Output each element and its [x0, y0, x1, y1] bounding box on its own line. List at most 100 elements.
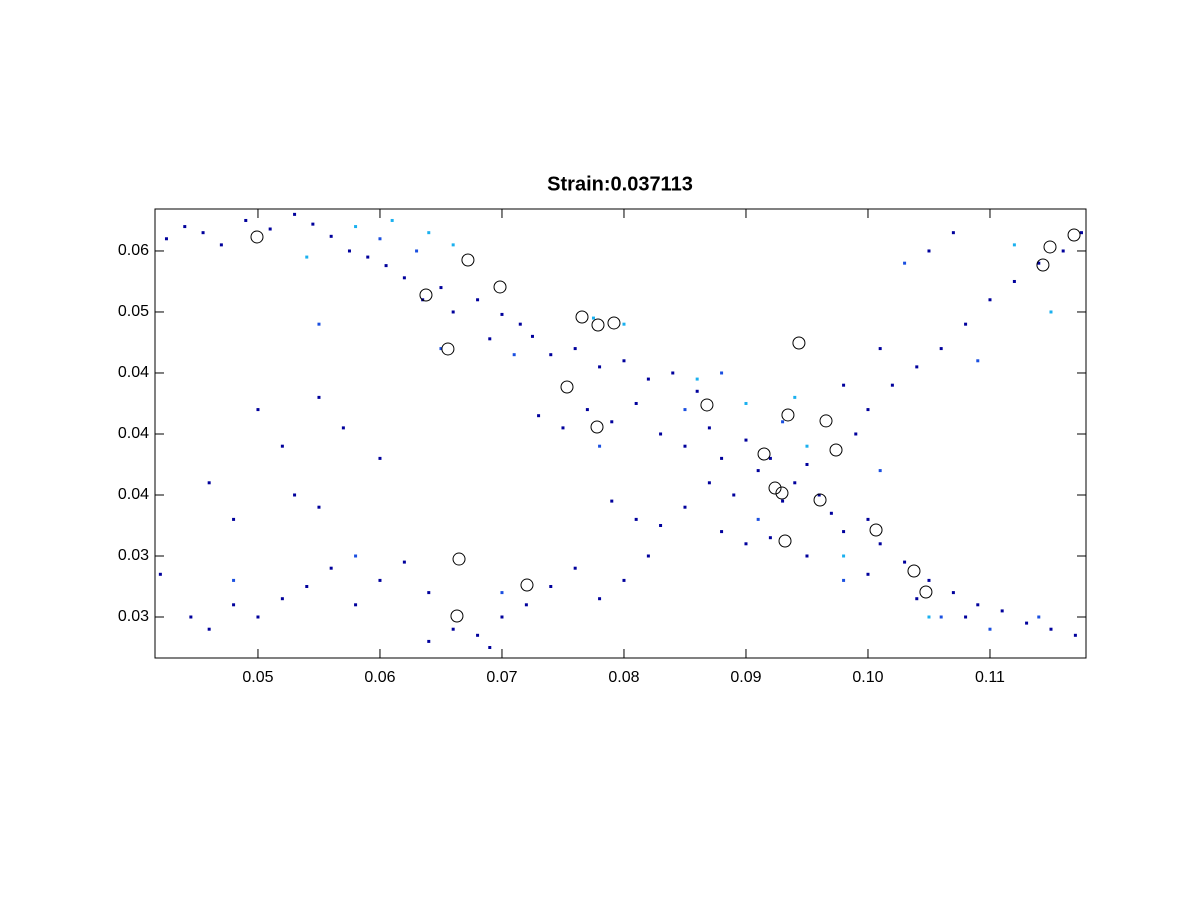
point — [976, 603, 980, 607]
marker-circle — [778, 534, 792, 548]
marker-circle — [819, 414, 833, 428]
y-tick-label: 0.06 — [118, 242, 149, 259]
point — [598, 597, 602, 601]
plot-area — [155, 209, 1086, 658]
point — [476, 298, 480, 302]
point — [164, 237, 168, 241]
y-tick-label: 0.04 — [118, 364, 149, 381]
point — [573, 566, 577, 570]
marker-circle — [590, 420, 604, 434]
point — [768, 536, 772, 540]
point — [964, 322, 968, 326]
point — [317, 322, 321, 326]
point — [1049, 627, 1053, 631]
point — [329, 566, 333, 570]
point — [817, 493, 821, 497]
point — [293, 212, 297, 216]
point — [598, 365, 602, 369]
point — [829, 511, 833, 515]
point — [354, 225, 358, 229]
point — [561, 426, 565, 430]
point — [378, 456, 382, 460]
point — [842, 554, 846, 558]
point — [451, 627, 455, 631]
y-tick-label: 0.04 — [118, 425, 149, 442]
point — [476, 633, 480, 637]
point — [976, 359, 980, 363]
point — [915, 365, 919, 369]
point — [354, 554, 358, 558]
x-tick-label: 0.11 — [975, 669, 1005, 686]
x-tick-label: 0.10 — [852, 669, 883, 686]
point — [634, 517, 638, 521]
point — [805, 444, 809, 448]
point — [549, 585, 553, 589]
marker-circle — [1036, 258, 1050, 272]
point — [854, 432, 858, 436]
point — [695, 389, 699, 393]
point — [805, 462, 809, 466]
point — [280, 444, 284, 448]
point — [268, 227, 272, 231]
point — [451, 243, 455, 247]
point — [683, 444, 687, 448]
point — [207, 481, 211, 485]
point — [598, 444, 602, 448]
point — [781, 420, 785, 424]
point — [939, 615, 943, 619]
marker-circle — [591, 318, 605, 332]
marker-circle — [452, 552, 466, 566]
point — [256, 615, 260, 619]
x-tick-label: 0.09 — [730, 669, 761, 686]
point — [585, 408, 589, 412]
point — [744, 542, 748, 546]
point — [244, 218, 248, 222]
marker-circle — [607, 316, 621, 330]
point — [732, 493, 736, 497]
point — [683, 505, 687, 509]
point — [756, 517, 760, 521]
point — [219, 243, 223, 247]
marker-circle — [1043, 240, 1057, 254]
point — [915, 597, 919, 601]
point — [1079, 231, 1083, 235]
point — [768, 456, 772, 460]
point — [927, 615, 931, 619]
marker-circle — [575, 310, 589, 324]
y-tick-label: 0.05 — [118, 303, 149, 320]
point — [805, 554, 809, 558]
point — [537, 414, 541, 418]
point — [549, 353, 553, 357]
marker-circle — [829, 443, 843, 457]
marker-circle — [1067, 228, 1081, 242]
marker-circle — [919, 585, 933, 599]
point — [311, 222, 315, 226]
marker-circle — [775, 486, 789, 500]
point — [951, 231, 955, 235]
point — [964, 615, 968, 619]
point — [427, 639, 431, 643]
marker-circle — [560, 380, 574, 394]
point — [366, 255, 370, 259]
point — [903, 560, 907, 564]
point — [988, 298, 992, 302]
point — [384, 264, 388, 268]
point — [927, 249, 931, 253]
marker-circle — [520, 578, 534, 592]
point — [183, 225, 187, 229]
x-tick-label: 0.05 — [242, 669, 273, 686]
marker-circle — [768, 481, 782, 495]
point — [293, 493, 297, 497]
point — [707, 481, 711, 485]
point — [842, 578, 846, 582]
point — [402, 560, 406, 564]
point — [415, 249, 419, 253]
point — [927, 578, 931, 582]
point — [1037, 261, 1041, 265]
point — [671, 371, 675, 375]
point — [201, 231, 205, 235]
y-tick-label: 0.03 — [118, 547, 149, 564]
point — [939, 347, 943, 351]
point — [1012, 243, 1016, 247]
point — [866, 517, 870, 521]
